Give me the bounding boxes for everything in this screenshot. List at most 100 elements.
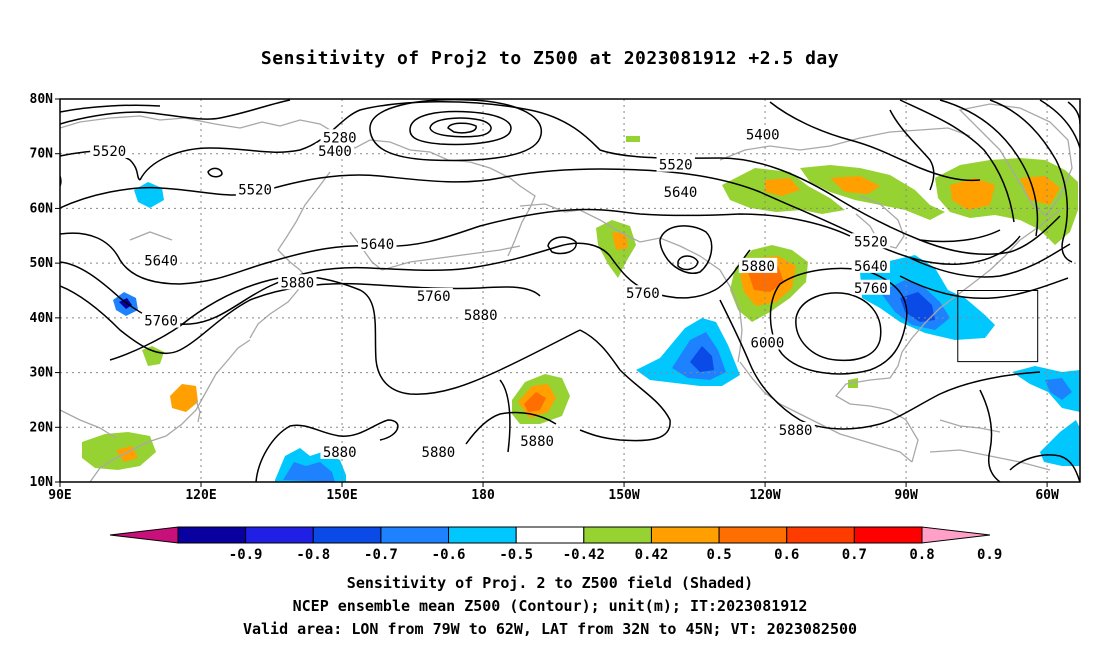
contour-label: 5280 <box>323 130 357 146</box>
contour-label-bg <box>851 257 891 273</box>
contour-5880-america <box>719 299 1041 430</box>
contour-label: 5880 <box>323 445 357 461</box>
contour-ring-5 <box>1067 101 1080 125</box>
contour-label-bg <box>320 129 359 145</box>
coast-gulf <box>835 351 919 463</box>
lat-tick-label: 20N <box>30 420 54 435</box>
contour-ring-1 <box>899 99 1015 223</box>
contour-label: 5760 <box>626 286 660 302</box>
coast-alaska <box>519 203 743 363</box>
coast-greenland <box>958 103 1073 217</box>
lat-tick-label: 10N <box>30 475 54 490</box>
contour-label: 5640 <box>854 259 888 275</box>
contour-label-bg <box>851 233 891 249</box>
lon-tick-label: 120E <box>185 488 216 503</box>
contour-label-bg <box>776 422 815 438</box>
coast-okhotsk <box>277 171 331 283</box>
contour-label: 5640 <box>664 185 698 201</box>
contour-label: 5760 <box>144 314 178 330</box>
contour-5880-pacific <box>579 329 671 442</box>
contour-5280-inner2 <box>447 122 477 134</box>
shade-neg-3-core <box>283 462 335 482</box>
lat-tick-label: 60N <box>30 201 54 216</box>
sensitivity-shading <box>82 136 1080 482</box>
contour-label-bg <box>358 235 397 251</box>
coast-caribbean <box>939 419 1001 433</box>
colorbar-label: 0.42 <box>635 547 669 563</box>
positive-sensitivity-areas <box>82 136 1078 470</box>
contour-label-bg <box>517 432 557 448</box>
shade-pos-6-core2 <box>524 392 546 412</box>
shade-neg-4 <box>1012 366 1080 412</box>
contour-6000 <box>795 292 882 362</box>
valid-area-box <box>957 290 1039 363</box>
contour-label: 5880 <box>779 423 813 439</box>
contour-label-bg <box>278 274 317 290</box>
contour-label: 5880 <box>741 259 775 275</box>
contour-label: 5520 <box>238 182 272 198</box>
shade-neg-6 <box>134 182 164 208</box>
colorbar-high-triangle <box>921 526 991 544</box>
caption-contour: NCEP ensemble mean Z500 (Contour); unit(… <box>292 597 808 615</box>
contour-east-5520 <box>919 215 1061 256</box>
caption-valid-area: Valid area: LON from 79W to 62W, LAT fro… <box>242 620 858 638</box>
shade-pos-5-core <box>612 232 628 250</box>
lon-tick-label: 60W <box>1035 488 1059 503</box>
coast-korea-china <box>147 339 251 443</box>
shade-pos-3-core <box>950 178 995 210</box>
coast-philippines <box>195 399 201 423</box>
contour-5400-east-loop <box>889 109 935 191</box>
colorbar-label: 0.9 <box>977 547 1002 563</box>
contour-label-bg <box>235 181 275 197</box>
contour-label: 5880 <box>464 308 498 324</box>
contour-5880-north-loop <box>499 379 511 453</box>
colorbar: -0.9 -0.8 -0.7 -0.6 -0.5 -0.42 0.42 0.5 0.6 0.7 0.… <box>109 526 1002 563</box>
colorbar-swatch <box>718 526 788 544</box>
contour-label-bg <box>851 279 891 295</box>
coast-kamchatka <box>349 231 383 271</box>
lat-tick-label: 40N <box>30 311 54 326</box>
contour-label-bg <box>414 287 453 303</box>
lat-tick-label: 70N <box>30 147 54 162</box>
contour-label: 5400 <box>318 144 352 160</box>
colorbar-swatch <box>650 526 720 544</box>
contour-label-bg <box>461 307 500 323</box>
colorbar-label: -0.6 <box>432 547 466 563</box>
colorbar-swatch <box>177 526 247 544</box>
shade-pos-8 <box>170 384 198 412</box>
coast-baja <box>739 361 913 463</box>
lat-tick-label: 50N <box>30 256 54 271</box>
contour-label: 5520 <box>659 158 693 174</box>
shade-pos-3-core2 <box>1020 176 1060 205</box>
colorbar-swatch <box>786 526 855 544</box>
contour-5880-se <box>979 389 1001 482</box>
contour-south-america <box>1009 454 1080 482</box>
contour-label: 5880 <box>520 434 554 450</box>
contour-label-bg <box>315 142 355 158</box>
shade-pos-9 <box>142 346 164 366</box>
contour-5760-loop3 <box>677 255 699 271</box>
contour-5520-top2 <box>60 104 161 113</box>
colorbar-swatch <box>380 526 450 544</box>
contour-5640-main <box>60 168 1021 265</box>
coast-lakes <box>129 231 173 241</box>
contour-label-bg <box>661 184 700 200</box>
shade-pos-11 <box>626 136 640 142</box>
contour-label-bg <box>738 257 778 273</box>
map-frame <box>59 98 1081 483</box>
contour-east-5640 <box>909 243 1071 278</box>
colorbar-swatch <box>853 526 923 544</box>
colorbar-label: 0.5 <box>706 547 731 563</box>
contour-5400-east <box>769 101 981 182</box>
coastlines <box>60 103 1073 482</box>
contour-5400-ring <box>369 99 543 162</box>
coast-aleutians <box>381 245 521 271</box>
contour-east-5760 <box>899 275 1069 300</box>
colorbar-swatch <box>312 526 382 544</box>
colorbar-label: -0.7 <box>364 547 398 563</box>
contour-5760-south <box>60 282 541 355</box>
contour-label-bg <box>623 285 663 301</box>
lon-tick-label: 150W <box>608 488 639 503</box>
